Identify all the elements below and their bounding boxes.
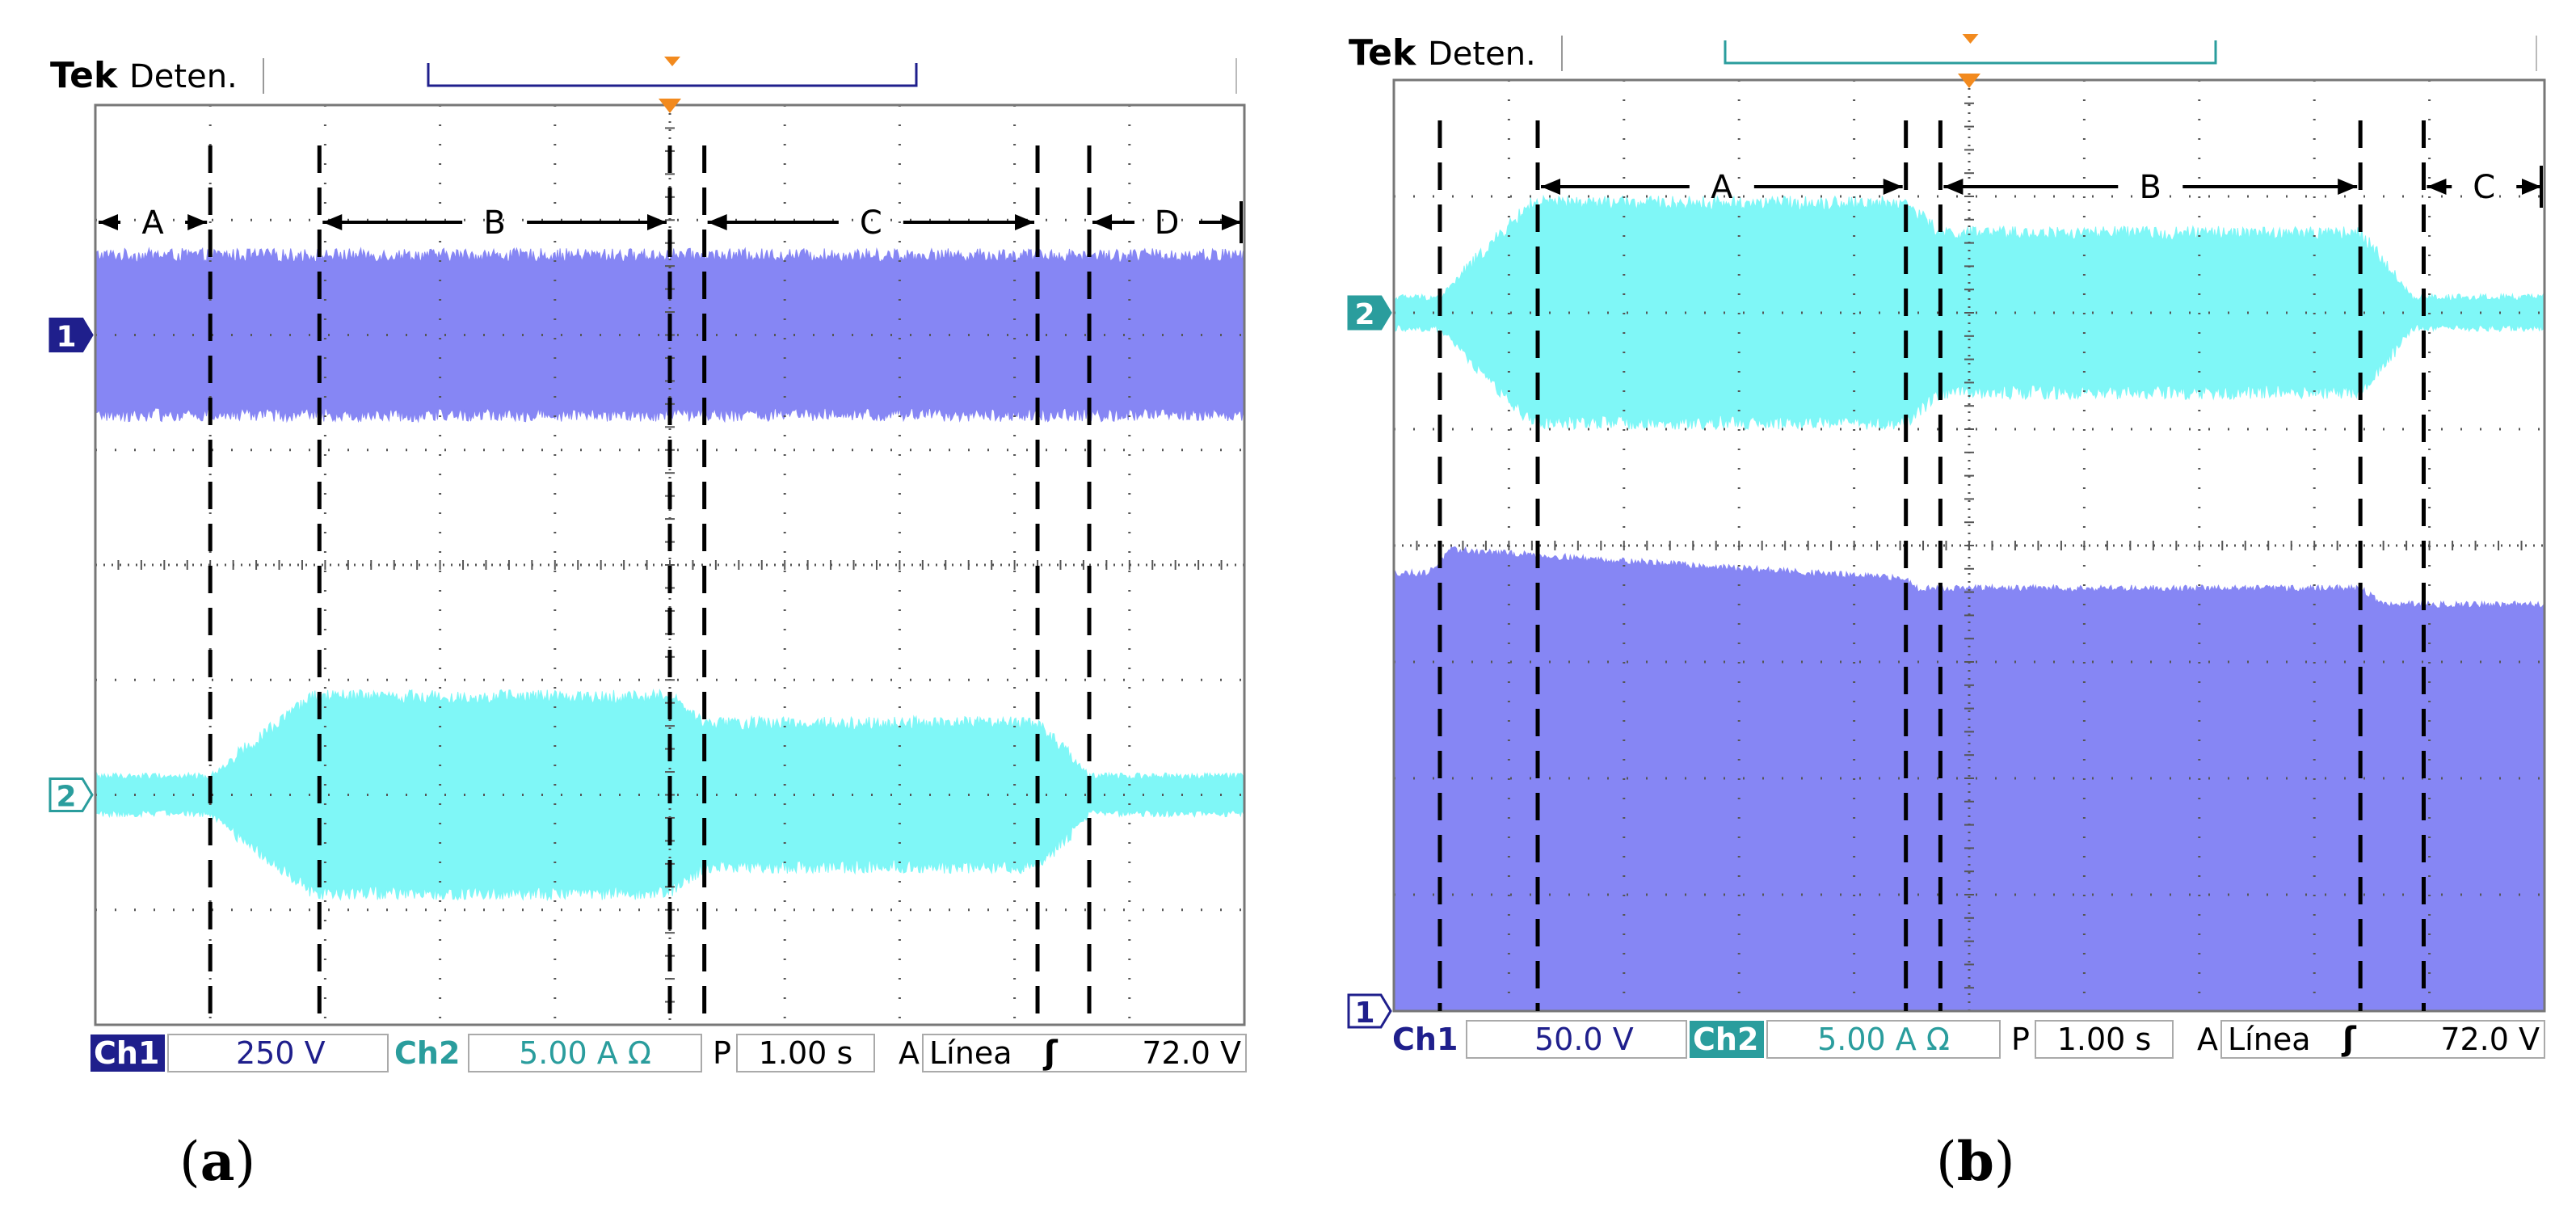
trigger-level: 72.0 V bbox=[2440, 1022, 2540, 1057]
arrowhead-left bbox=[707, 214, 727, 230]
time-scale-box bbox=[2035, 1020, 2174, 1059]
ch2-label: Ch2 bbox=[1693, 1022, 1758, 1057]
trigger-marker bbox=[659, 99, 681, 113]
scope-panel-a: Tek Deten. A B C D 1 2 Ch1 250 V Ch2 5.00 A Ω P 1.00 … bbox=[48, 55, 1247, 1072]
record-bracket bbox=[1724, 40, 2217, 65]
readout-bar: Ch1 250 V Ch2 5.00 A Ω P 1.00 s A Línea ʃ 72.0 V bbox=[90, 1034, 1247, 1072]
brand-label: Tek bbox=[50, 55, 119, 96]
channel-marker-2: 2 bbox=[1347, 295, 1392, 331]
arrowhead-right bbox=[1015, 214, 1035, 230]
segment-b: B bbox=[322, 204, 667, 242]
arrowhead-right bbox=[2338, 179, 2358, 195]
arrowhead-right bbox=[647, 214, 667, 230]
caption-a: (a) bbox=[179, 1130, 256, 1193]
arrowhead-right bbox=[1222, 214, 1241, 230]
segment-label: C bbox=[2473, 169, 2495, 206]
trigger-label: A bbox=[899, 1035, 920, 1071]
trigger-slope: ʃ bbox=[2341, 1021, 2357, 1058]
time-scale: 1.00 s bbox=[759, 1035, 853, 1071]
channel-marker-shape bbox=[48, 318, 94, 352]
graticule bbox=[1393, 79, 2545, 1012]
arrowhead-right bbox=[187, 214, 208, 230]
segment-label: B bbox=[483, 204, 505, 242]
trigger-level: 72.0 V bbox=[1142, 1035, 1241, 1071]
arrowhead-left bbox=[322, 214, 343, 230]
channel-marker-1: 1 bbox=[1347, 993, 1392, 1030]
status-label: Deten. bbox=[1428, 36, 1536, 73]
arrowhead-left bbox=[1541, 179, 1560, 195]
ch2-label-bg bbox=[1690, 1021, 1764, 1058]
ch2-label-bg bbox=[391, 1034, 465, 1072]
ch1-scale-box bbox=[167, 1034, 389, 1072]
ch2-scale-box bbox=[1766, 1020, 2001, 1059]
segment-a: A bbox=[1541, 169, 1903, 206]
segment-label: A bbox=[1711, 169, 1733, 206]
channel-marker-shape bbox=[48, 777, 94, 812]
channel-marker-shape bbox=[1347, 993, 1392, 1029]
ch1-label-bg bbox=[1389, 1021, 1463, 1058]
arrowhead-right bbox=[1883, 179, 1903, 195]
ch2-scale-box bbox=[468, 1034, 702, 1072]
trigger-source: Línea bbox=[929, 1035, 1012, 1071]
ch1-label: Ch1 bbox=[1392, 1022, 1458, 1057]
trigger-marker bbox=[1958, 74, 1980, 88]
trigger-slope: ʃ bbox=[1042, 1034, 1059, 1072]
readout-bar: Ch1 50.0 V Ch2 5.00 A Ω P 1.00 s A Línea ʃ 72.0 V bbox=[1389, 1020, 2545, 1059]
channel-marker-2: 2 bbox=[48, 777, 94, 814]
time-label: P bbox=[713, 1035, 731, 1071]
ch2-label: Ch2 bbox=[394, 1035, 460, 1071]
channel-marker-1: 1 bbox=[48, 318, 94, 354]
time-label: P bbox=[2011, 1022, 2030, 1057]
segment-label: B bbox=[2140, 169, 2161, 206]
caption-b-letter: b bbox=[1956, 1130, 1994, 1193]
trigger-position-marker bbox=[1962, 34, 1979, 44]
segment-b: B bbox=[1943, 169, 2358, 206]
arrowhead-left bbox=[1092, 214, 1113, 230]
scope-panel-b: Tek Deten. A B C 2 1 Ch1 50.0 V Ch2 5.00 A Ω P 1.00 … bbox=[1347, 32, 2546, 1059]
caption-b: (b) bbox=[1936, 1130, 2015, 1193]
caption-a-letter: a bbox=[200, 1130, 235, 1193]
trigger-box bbox=[922, 1034, 1247, 1072]
segment-label: D bbox=[1155, 204, 1180, 242]
channel-marker-label: 1 bbox=[1354, 997, 1374, 1030]
ch2-scale: 5.00 A Ω bbox=[1817, 1022, 1950, 1057]
segment-c: C bbox=[707, 204, 1035, 242]
ch1-scale-box bbox=[1466, 1020, 1687, 1059]
ch2-scale: 5.00 A Ω bbox=[519, 1035, 651, 1071]
ch1-scale: 50.0 V bbox=[1534, 1022, 1634, 1057]
ch1-label-bg bbox=[90, 1034, 165, 1072]
segment-a: A bbox=[99, 204, 208, 242]
time-scale: 1.00 s bbox=[2057, 1022, 2152, 1057]
status-label: Deten. bbox=[129, 58, 238, 95]
channel-marker-shape bbox=[1347, 295, 1392, 331]
brand-label: Tek bbox=[1349, 32, 1417, 74]
trigger-box bbox=[2220, 1020, 2545, 1059]
record-bracket bbox=[427, 63, 918, 87]
arrowhead-right bbox=[2522, 179, 2541, 195]
segment-label: A bbox=[141, 204, 164, 242]
arrowhead-left bbox=[99, 214, 118, 230]
ch1-label: Ch1 bbox=[94, 1035, 159, 1071]
segment-c: C bbox=[2427, 166, 2543, 208]
arrowhead-left bbox=[1943, 179, 1964, 195]
segment-label: C bbox=[860, 204, 882, 242]
channel-marker-label: 2 bbox=[56, 781, 76, 814]
ch1-scale: 250 V bbox=[236, 1035, 326, 1071]
trigger-source: Línea bbox=[2228, 1022, 2310, 1057]
trigger-position-marker bbox=[664, 57, 680, 66]
time-scale-box bbox=[736, 1034, 875, 1072]
arrowhead-left bbox=[2427, 179, 2447, 195]
channel-marker-label: 1 bbox=[56, 321, 76, 354]
segment-d: D bbox=[1092, 201, 1243, 243]
trigger-label: A bbox=[2197, 1022, 2218, 1057]
channel-marker-label: 2 bbox=[1354, 298, 1374, 331]
